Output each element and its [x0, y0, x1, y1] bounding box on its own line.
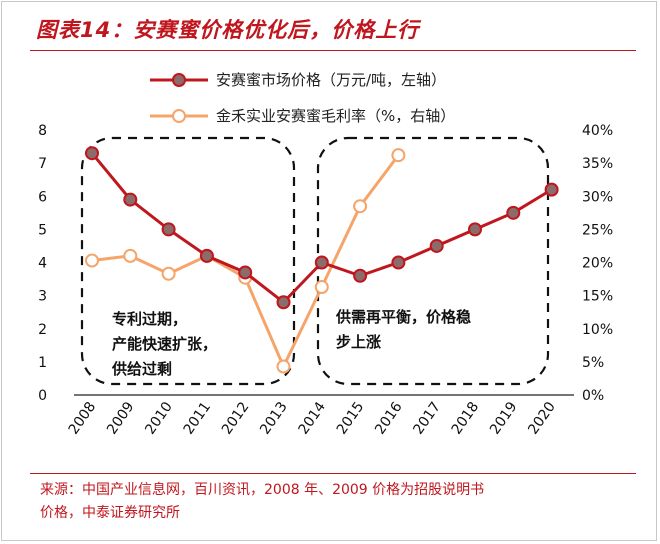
x-tick-label: 2011: [181, 399, 215, 437]
right-tick-label: 40%: [582, 123, 613, 139]
right-tick-label: 15%: [582, 289, 613, 305]
left-tick-label: 4: [38, 256, 47, 272]
price-line: [90, 152, 553, 304]
left-tick-label: 0: [38, 388, 47, 404]
source-note: 来源：中国产业信息网，百川资讯，2008 年、2009 价格为招股说明书 价格，…: [40, 479, 640, 525]
price-point: [161, 222, 176, 237]
source-line-2: 价格，中泰证券研究所: [40, 505, 180, 521]
margin-point: [276, 359, 291, 374]
left-tick-label: 6: [38, 189, 47, 205]
annotation-box-left: [80, 136, 296, 386]
right-tick-label: 35%: [582, 156, 613, 172]
left-tick-label: 5: [38, 222, 47, 238]
margin-point: [85, 253, 99, 268]
price-point: [544, 182, 559, 197]
x-tick-label: 2017: [410, 399, 444, 437]
x-tick-label: 2015: [334, 399, 368, 437]
x-tick-label: 2010: [142, 399, 176, 437]
legend-entry-price: 安赛蜜市场价格（万元/吨，左轴）: [150, 71, 446, 89]
left-axis: 0 1 2 3 4 5 6 7 8: [38, 123, 47, 404]
series-price: [85, 146, 559, 310]
right-tick-label: 25%: [582, 222, 613, 238]
annotation-left-line-2: 产能快速扩张，: [112, 335, 217, 353]
price-point: [85, 146, 99, 161]
legend-marker-margin: [172, 109, 186, 123]
left-tick-label: 8: [38, 123, 47, 139]
legend-label-price: 安赛蜜市场价格（万元/吨，左轴）: [216, 71, 446, 89]
price-point: [276, 295, 291, 310]
x-tick-label: 2016: [372, 399, 406, 437]
margin-point: [353, 199, 368, 214]
title-divider: [30, 50, 636, 51]
legend: 安赛蜜市场价格（万元/吨，左轴） 金禾实业安赛蜜毛利率（%，右轴）: [150, 71, 455, 125]
price-point: [199, 248, 214, 263]
figure-title: 图表14：安赛蜜价格优化后，价格上行: [36, 18, 420, 42]
right-tick-label: 30%: [582, 189, 613, 205]
x-tick-label: 2018: [449, 399, 483, 437]
left-tick-label: 3: [38, 289, 47, 305]
price-point: [391, 255, 406, 270]
annotation-right-line-1: 供需再平衡，价格稳: [335, 308, 471, 326]
price-point: [506, 205, 521, 220]
left-tick-label: 2: [38, 322, 47, 338]
right-axis: 0% 5% 10% 15% 20% 25% 30% 35% 40%: [582, 123, 613, 404]
annotation-left-line-1: 专利过期，: [112, 310, 187, 328]
left-tick-label: 1: [38, 355, 47, 371]
right-tick-label: 10%: [582, 322, 613, 338]
price-point: [314, 255, 329, 270]
price-point: [429, 238, 444, 253]
margin-point: [314, 280, 329, 295]
x-tick-label: 2009: [104, 399, 138, 437]
line-chart: 安赛蜜市场价格（万元/吨，左轴） 金禾实业安赛蜜毛利率（%，右轴） 专利过期， …: [38, 71, 613, 437]
left-tick-label: 7: [38, 156, 47, 172]
x-tick-label: 2013: [257, 399, 291, 437]
price-point: [353, 268, 368, 283]
price-point: [238, 265, 253, 280]
margin-point: [161, 266, 176, 281]
annotation-right-line-2: 步上涨: [336, 333, 381, 351]
source-line-1: 来源：中国产业信息网，百川资讯，2008 年、2009 价格为招股说明书: [40, 482, 485, 498]
x-tick-label: 2008: [66, 399, 100, 437]
right-tick-label: 0%: [582, 388, 604, 404]
x-tick-label: 2014: [296, 399, 330, 437]
right-tick-label: 5%: [582, 355, 604, 371]
legend-entry-margin: 金禾实业安赛蜜毛利率（%，右轴）: [150, 107, 455, 125]
source-divider: [30, 473, 636, 474]
legend-label-margin: 金禾实业安赛蜜毛利率（%，右轴）: [216, 107, 455, 125]
x-tick-label: 2012: [219, 399, 253, 437]
x-axis: 2008 2009 2010 2011 2012 2013 2014 2015 2016 2017…: [66, 399, 559, 437]
price-point: [468, 222, 482, 237]
margin-point: [391, 148, 406, 163]
annotation-left-line-3: 供给过剩: [111, 360, 172, 378]
margin-point: [123, 248, 138, 263]
right-tick-label: 20%: [582, 256, 613, 272]
legend-marker-price: [172, 73, 186, 87]
x-tick-label: 2020: [525, 399, 559, 437]
price-point: [123, 192, 138, 207]
x-tick-label: 2019: [487, 399, 521, 437]
